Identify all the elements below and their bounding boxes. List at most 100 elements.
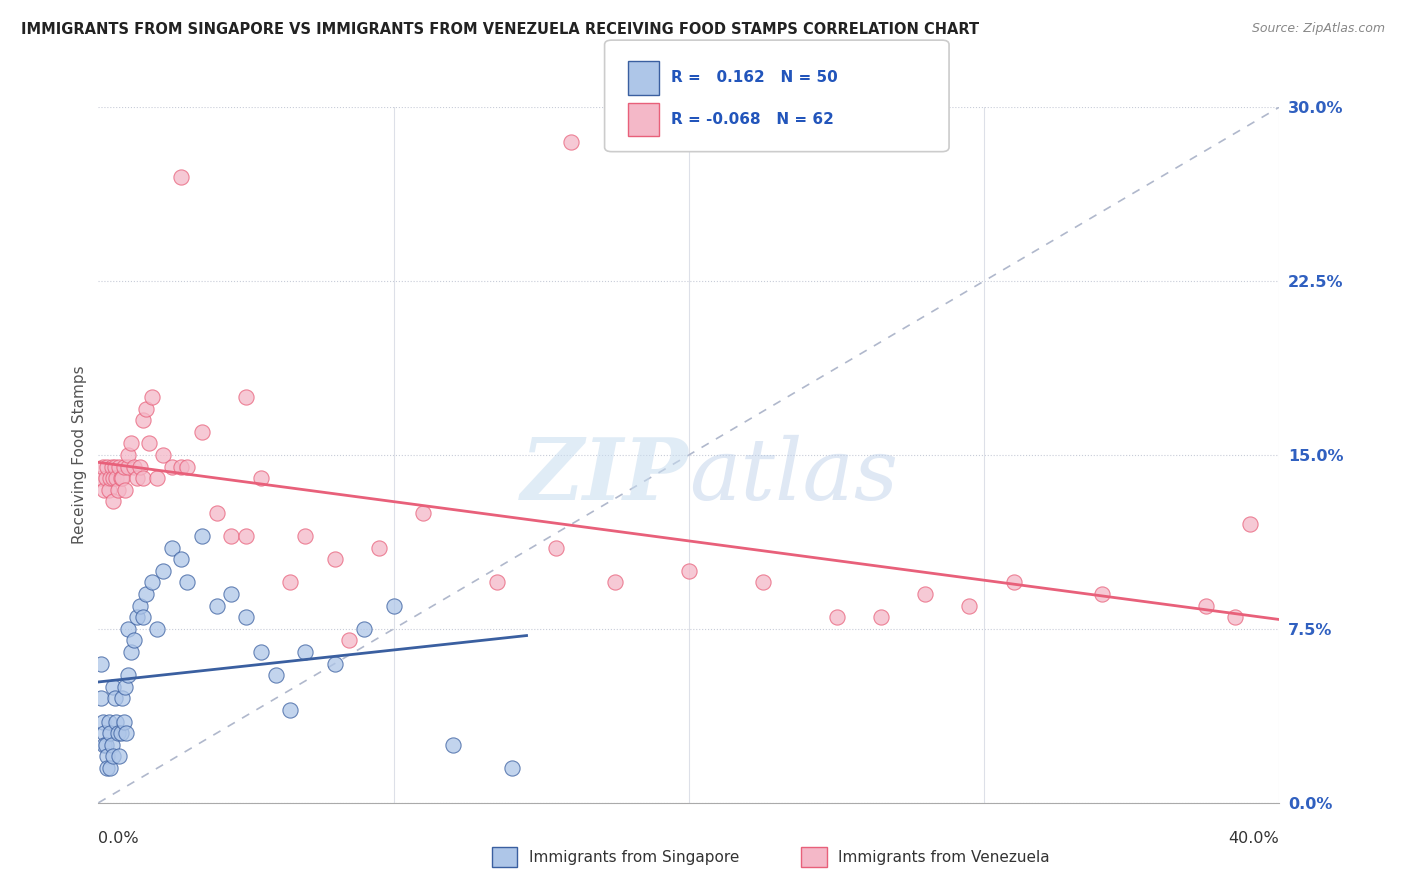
Text: ZIP: ZIP: [522, 434, 689, 517]
Point: [152, 564, 174, 578]
Point: [170, 459, 193, 474]
Point: [104, 691, 127, 706]
Point: [501, 761, 523, 775]
Point: [90, 691, 112, 706]
Point: [1002, 575, 1025, 590]
Point: [170, 552, 193, 566]
Point: [235, 529, 257, 543]
Point: [122, 459, 145, 474]
Text: R =   0.162   N = 50: R = 0.162 N = 50: [671, 70, 838, 85]
Point: [294, 645, 316, 659]
Point: [170, 169, 193, 184]
Y-axis label: Receiving Food Stamps: Receiving Food Stamps: [72, 366, 87, 544]
Point: [105, 714, 128, 729]
Point: [110, 726, 132, 740]
Point: [1195, 599, 1218, 613]
Text: IMMIGRANTS FROM SINGAPORE VS IMMIGRANTS FROM VENEZUELA RECEIVING FOOD STAMPS COR: IMMIGRANTS FROM SINGAPORE VS IMMIGRANTS …: [21, 22, 979, 37]
Point: [235, 610, 257, 624]
Text: Immigrants from Singapore: Immigrants from Singapore: [529, 850, 740, 864]
Point: [120, 645, 142, 659]
Point: [114, 483, 136, 497]
Point: [110, 471, 132, 485]
Point: [132, 413, 155, 427]
Point: [93, 483, 115, 497]
Point: [117, 622, 139, 636]
Text: Source: ZipAtlas.com: Source: ZipAtlas.com: [1251, 22, 1385, 36]
Point: [605, 575, 627, 590]
Point: [278, 703, 302, 717]
Point: [146, 622, 169, 636]
Point: [117, 448, 139, 462]
Point: [90, 471, 112, 485]
Point: [678, 564, 700, 578]
Point: [235, 390, 257, 404]
Point: [115, 726, 138, 740]
Point: [486, 575, 509, 590]
Point: [191, 529, 214, 543]
Point: [141, 575, 163, 590]
Text: 40.0%: 40.0%: [1229, 831, 1279, 846]
Point: [1223, 610, 1246, 624]
Point: [278, 575, 302, 590]
Point: [117, 668, 139, 682]
Point: [221, 529, 243, 543]
Text: 0.0%: 0.0%: [98, 831, 139, 846]
Point: [100, 459, 122, 474]
Text: atlas: atlas: [689, 434, 898, 517]
Point: [141, 390, 163, 404]
Point: [120, 436, 142, 450]
Point: [128, 459, 150, 474]
Point: [105, 471, 128, 485]
Point: [132, 610, 155, 624]
Point: [112, 714, 135, 729]
Point: [441, 738, 464, 752]
Point: [98, 726, 121, 740]
Point: [108, 459, 131, 474]
Point: [152, 448, 174, 462]
Point: [96, 459, 118, 474]
Point: [128, 599, 150, 613]
Point: [959, 599, 981, 613]
Point: [122, 633, 145, 648]
Point: [339, 633, 360, 648]
Point: [353, 622, 375, 636]
Point: [108, 749, 131, 764]
Point: [250, 645, 273, 659]
Text: R = -0.068   N = 62: R = -0.068 N = 62: [671, 112, 834, 127]
Point: [94, 738, 117, 752]
Point: [250, 471, 273, 485]
Point: [560, 135, 582, 149]
Point: [91, 714, 114, 729]
Point: [205, 599, 228, 613]
Point: [264, 668, 287, 682]
Point: [1239, 517, 1261, 532]
Point: [103, 494, 125, 508]
Point: [107, 483, 129, 497]
Point: [90, 657, 112, 671]
Point: [323, 657, 346, 671]
Point: [96, 749, 118, 764]
Point: [162, 541, 183, 555]
Point: [93, 738, 115, 752]
Point: [1091, 587, 1114, 601]
Point: [117, 459, 139, 474]
Point: [100, 738, 122, 752]
Point: [103, 680, 125, 694]
Point: [104, 459, 127, 474]
Point: [135, 587, 157, 601]
Point: [112, 459, 135, 474]
Point: [111, 691, 134, 706]
Text: Immigrants from Venezuela: Immigrants from Venezuela: [838, 850, 1050, 864]
Point: [825, 610, 848, 624]
Point: [914, 587, 936, 601]
Point: [138, 436, 160, 450]
Point: [191, 425, 214, 439]
Point: [205, 506, 228, 520]
Point: [103, 471, 125, 485]
Point: [869, 610, 891, 624]
Point: [103, 749, 125, 764]
Point: [94, 471, 117, 485]
Point: [162, 459, 183, 474]
Point: [91, 459, 114, 474]
Point: [98, 761, 121, 775]
